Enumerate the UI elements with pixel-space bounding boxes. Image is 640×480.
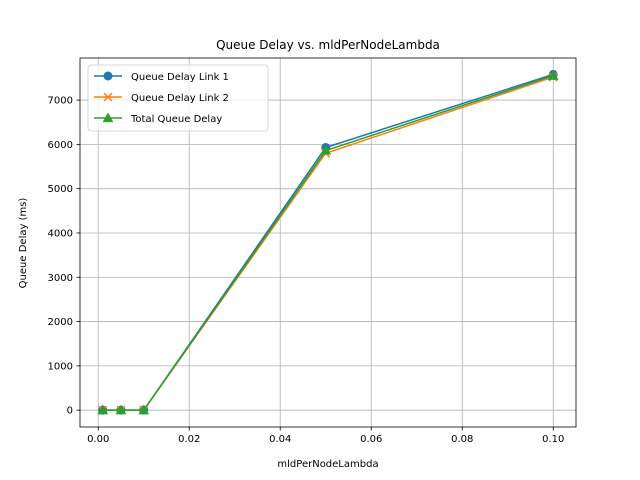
legend-label: Queue Delay Link 1	[131, 72, 229, 83]
y-tick-label: 3000	[48, 273, 73, 284]
legend-marker	[103, 92, 113, 102]
legend: Queue Delay Link 1 Queue Delay Link 2 Tota…	[87, 64, 269, 132]
x-tick-label: 0.00	[87, 434, 109, 445]
y-tick-label: 1000	[48, 361, 73, 372]
legend-label: Total Queue Delay	[130, 114, 222, 125]
x-tick-label: 0.08	[451, 434, 473, 445]
y-tick-label: 2000	[48, 317, 73, 328]
data-point	[97, 404, 109, 415]
grid	[80, 58, 576, 427]
series-3	[97, 70, 559, 415]
x-tick-label: 0.10	[542, 434, 564, 445]
x-tick-label: 0.06	[360, 434, 382, 445]
data-point	[115, 404, 127, 415]
data-point	[320, 145, 332, 155]
y-tick-label: 4000	[48, 228, 73, 239]
x-tick-label: 0.04	[269, 434, 291, 445]
data-point	[138, 404, 150, 415]
legend-box	[87, 64, 269, 132]
x-tick-label: 0.02	[178, 434, 200, 445]
legend-label: Queue Delay Link 2	[131, 93, 229, 104]
y-tick-label: 0	[67, 406, 73, 417]
x-axis-label: mldPerNodeLambda	[277, 459, 378, 470]
ticks: 0.00 0.02 0.04 0.06 0.08 0.10 0 1000 2000 3000 400…	[48, 96, 565, 445]
legend-marker	[103, 71, 113, 81]
y-tick-label: 6000	[48, 140, 73, 151]
chart-title: Queue Delay vs. mldPerNodeLambda	[216, 38, 440, 52]
y-axis-label: Queue Delay (ms)	[18, 198, 29, 289]
y-tick-label: 7000	[48, 96, 73, 107]
data-point	[547, 70, 559, 80]
plot-frame	[79, 57, 577, 428]
series-layer	[97, 69, 559, 415]
legend-marker	[102, 112, 114, 123]
y-tick-label: 5000	[48, 184, 73, 195]
